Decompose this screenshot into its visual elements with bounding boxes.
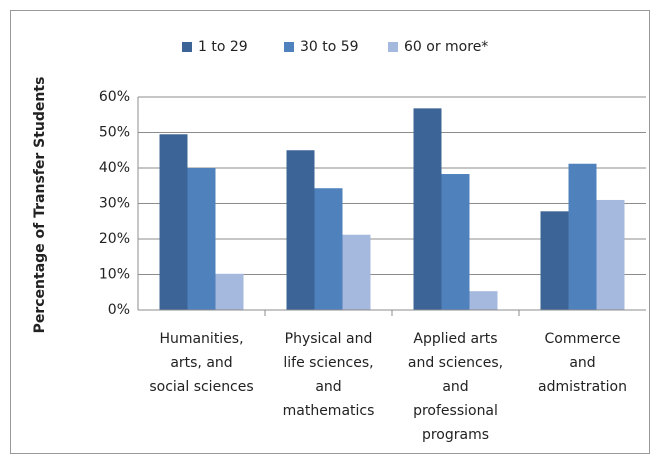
x-tick-label: and sciences,: [408, 355, 503, 371]
bar: [441, 174, 470, 310]
y-tick-label: 0%: [108, 302, 130, 318]
x-tick-label: and: [569, 355, 595, 371]
bar: [342, 234, 371, 310]
y-tick-label: 10%: [99, 267, 130, 283]
y-tick-label: 30%: [99, 196, 130, 212]
x-tick-label: and: [442, 379, 468, 395]
x-tick-label: arts, and: [170, 355, 232, 371]
x-tick-label: and: [315, 379, 341, 395]
legend-label: 1 to 29: [198, 39, 248, 55]
x-tick-label: social sciences: [149, 379, 253, 395]
bar: [413, 108, 442, 310]
legend-swatch: [388, 42, 398, 52]
bar: [540, 211, 569, 310]
x-tick-label: admistration: [538, 379, 627, 395]
bar: [469, 291, 498, 310]
legend-label: 30 to 59: [300, 39, 359, 55]
legend-swatch: [182, 42, 192, 52]
legend-swatch: [284, 42, 294, 52]
bar: [596, 199, 625, 310]
y-tick-label: 50%: [99, 125, 130, 141]
y-tick-label: 40%: [99, 160, 130, 176]
y-tick-label: 60%: [99, 89, 130, 105]
x-tick-label: programs: [422, 427, 489, 443]
bar: [568, 163, 597, 310]
x-tick-label: life sciences,: [283, 355, 373, 371]
x-tick-label: Physical and: [285, 331, 373, 347]
bar: [314, 188, 343, 310]
bar: [286, 150, 315, 310]
x-tick-label: mathematics: [283, 403, 375, 419]
x-tick-label: Commerce: [545, 331, 621, 347]
x-tick-label: Applied arts: [413, 331, 497, 347]
bar: [159, 134, 188, 310]
x-tick-label: professional: [413, 403, 498, 419]
x-tick-label: Humanities,: [159, 331, 243, 347]
bar: [187, 168, 216, 310]
y-tick-label: 20%: [99, 231, 130, 247]
legend-label: 60 or more*: [404, 39, 488, 55]
y-axis-title: Percentage of Transfer Students: [32, 77, 48, 334]
bar: [215, 273, 244, 310]
